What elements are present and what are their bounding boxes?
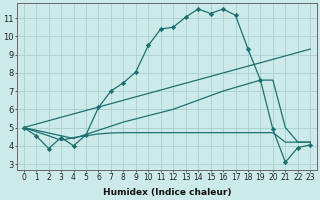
X-axis label: Humidex (Indice chaleur): Humidex (Indice chaleur) [103,188,231,197]
